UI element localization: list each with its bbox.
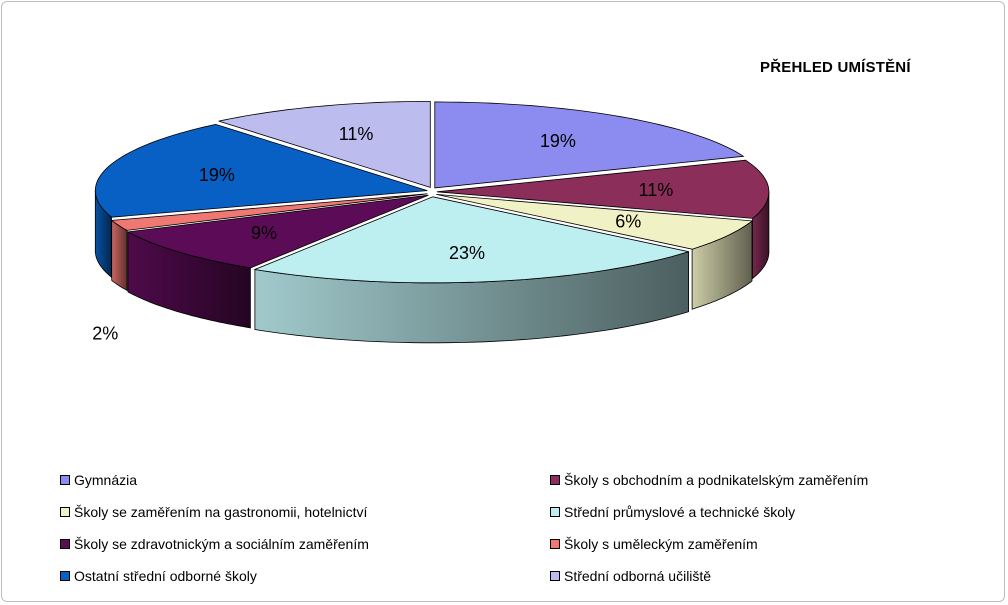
legend-item: Školy se zdravotnickým a sociálním zaměř… [60, 536, 369, 552]
legend-item: Střední odborná učiliště [550, 568, 711, 584]
legend-label: Střední odborná učiliště [564, 568, 712, 584]
legend-item: Gymnázia [60, 472, 137, 488]
pie-data-label-2: 6% [615, 212, 641, 232]
pie-data-label-1: 11% [639, 180, 674, 200]
pie-slice-3 [253, 196, 689, 284]
pie-labels: 19% 11% 6% 23% 9% 2% 19% 11% [92, 124, 673, 344]
pie-data-label-7: 11% [339, 124, 374, 144]
pie-slice-1 [436, 159, 770, 219]
legend-item: Školy s uměleckým zaměřením [550, 536, 758, 552]
legend-item: Střední průmyslové a technické školy [550, 504, 795, 520]
pie-slice-2 [436, 194, 754, 250]
pie-data-label-5: 2% [92, 324, 118, 344]
pie-slice-6 [94, 123, 428, 218]
pie-tops [94, 101, 770, 284]
pie-slice-7 [218, 101, 431, 188]
legend-swatch [60, 507, 70, 517]
pie-sides [94, 190, 770, 344]
legend-label: Gymnázia [74, 472, 138, 488]
legend-label: Ostatní střední odborné školy [74, 568, 257, 584]
legend-swatch [60, 571, 70, 581]
legend-item: Školy se zaměřením na gastronomii, hotel… [60, 504, 367, 520]
pie-slice-side-5 [111, 219, 128, 292]
legend-label: Školy se zaměřením na gastronomii, hotel… [74, 504, 368, 520]
pie-data-label-6: 19% [199, 165, 235, 185]
legend-label: Školy se zdravotnickým a sociálním zaměř… [74, 536, 369, 552]
pie-slice-0 [434, 101, 745, 189]
pie-slice-5 [110, 193, 428, 231]
legend-swatch [60, 475, 70, 485]
pie-data-label-4: 9% [251, 223, 277, 243]
legend-item: Ostatní střední odborné školy [60, 568, 257, 584]
legend-swatch [60, 539, 70, 549]
pie-slice-4 [126, 194, 429, 269]
legend-swatch [550, 539, 560, 549]
legend-swatch [550, 571, 560, 581]
legend-swatch [550, 475, 560, 485]
chart-title: PŘEHLED UMÍSTĚNÍ [760, 59, 911, 76]
legend-label: Školy s obchodním a podnikatelským zaměř… [564, 472, 869, 488]
legend-item: Školy s obchodním a podnikatelským zaměř… [550, 472, 868, 488]
pie-data-label-0: 19% [540, 131, 576, 151]
legend-label: Střední průmyslové a technické školy [564, 504, 796, 520]
pie-data-label-3: 23% [449, 243, 485, 263]
legend-swatch [550, 507, 560, 517]
legend-label: Školy s uměleckým zaměřením [564, 536, 758, 552]
